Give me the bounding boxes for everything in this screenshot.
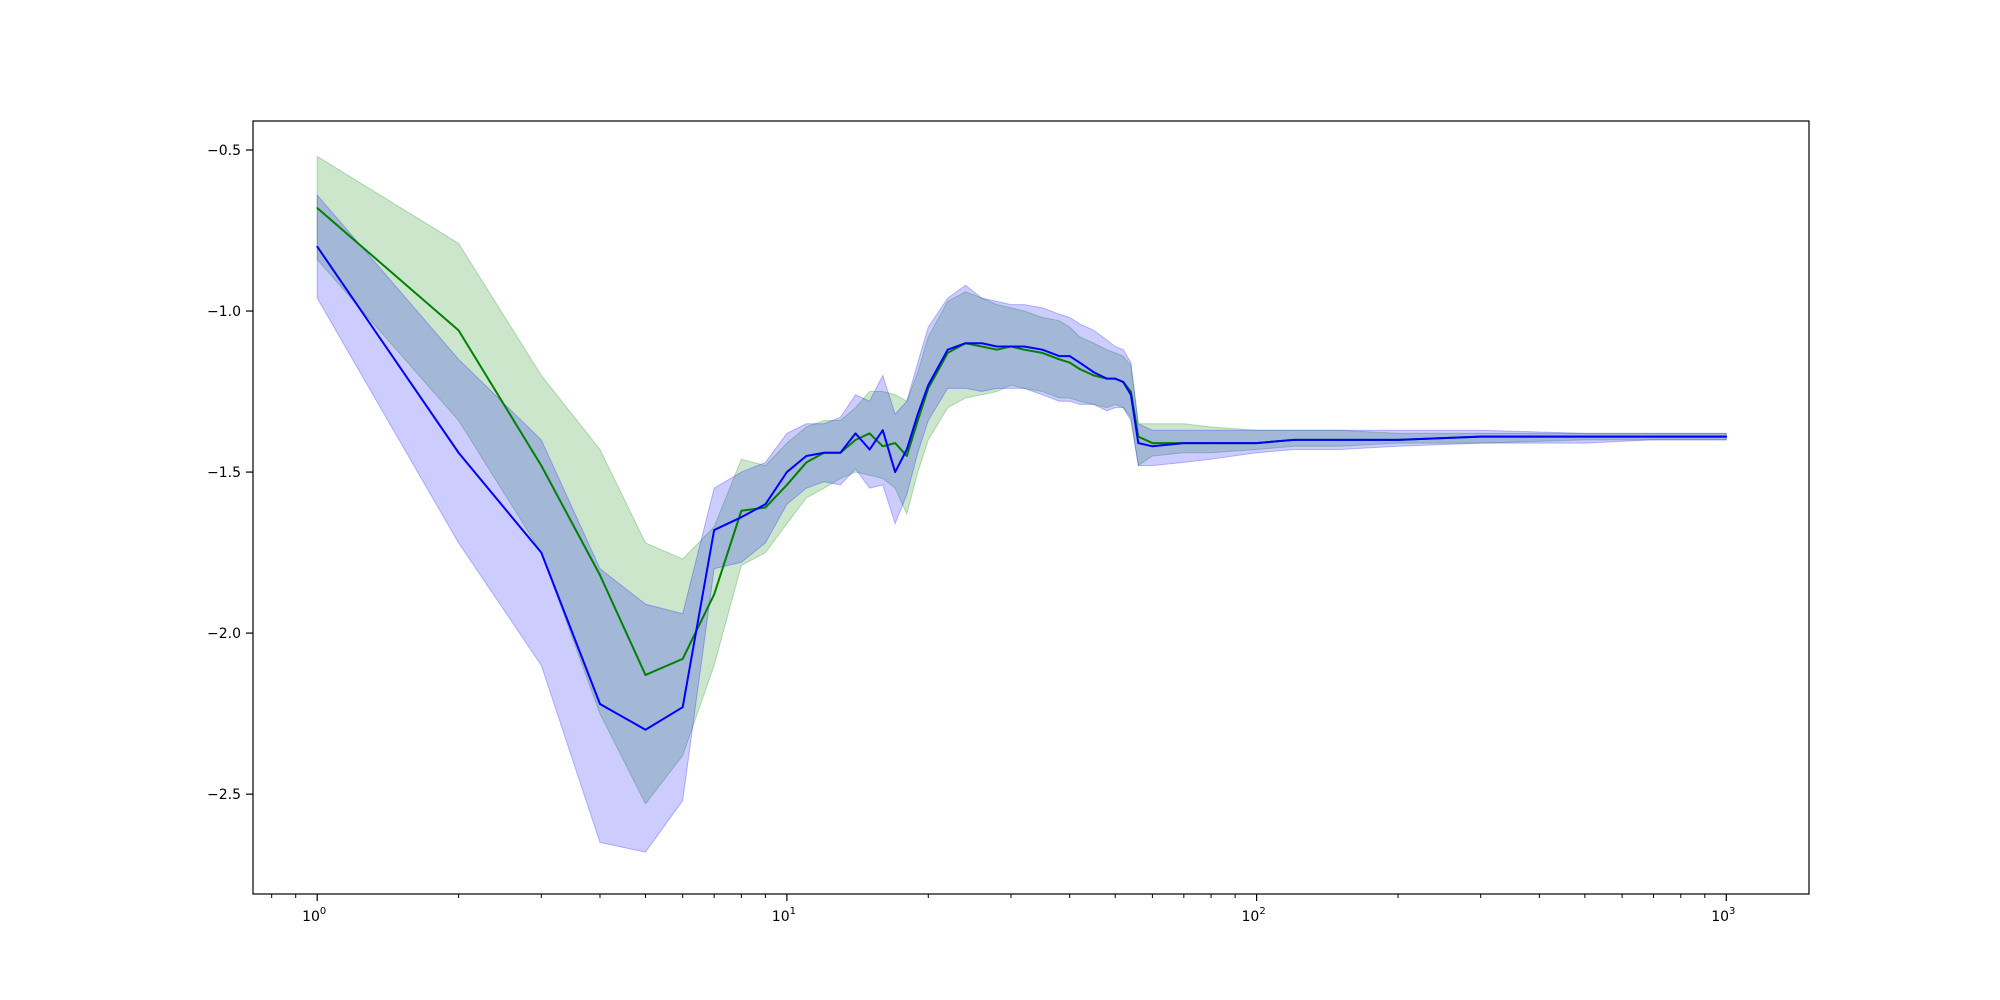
y-tick-label: −2.0 bbox=[207, 626, 241, 642]
series-1-point bbox=[854, 439, 857, 441]
series-2-point bbox=[1058, 355, 1061, 357]
series-1-point bbox=[740, 509, 743, 512]
series-2-point bbox=[964, 342, 967, 345]
series-2-point bbox=[1255, 442, 1258, 444]
series-1-point bbox=[917, 419, 919, 422]
series-1-point bbox=[1041, 352, 1044, 354]
series-2-point bbox=[644, 728, 647, 731]
series-2-point bbox=[927, 384, 930, 386]
series-2-point bbox=[316, 245, 319, 248]
series-2-point bbox=[1151, 445, 1154, 448]
series-2-point bbox=[917, 413, 919, 415]
series-2-point bbox=[1122, 381, 1124, 383]
series-2-point bbox=[823, 451, 825, 454]
x-tick-label-exponent: 0 bbox=[320, 906, 326, 917]
series-1-point bbox=[644, 674, 647, 676]
series-2-point bbox=[1023, 345, 1025, 348]
series-1-point bbox=[713, 593, 715, 596]
series-2-point bbox=[839, 451, 842, 454]
series-1-point bbox=[894, 442, 896, 444]
series-1-point bbox=[1058, 358, 1061, 361]
series-2-point bbox=[854, 432, 857, 435]
series-2-point bbox=[946, 348, 949, 351]
x-tick-label-exponent: 1 bbox=[790, 906, 796, 917]
series-1-point bbox=[681, 658, 684, 660]
series-2-point bbox=[1068, 355, 1071, 357]
series-2-point bbox=[1106, 377, 1108, 380]
series-1-point bbox=[946, 352, 949, 354]
series-1-point bbox=[599, 574, 601, 576]
series-2-point bbox=[1041, 348, 1044, 351]
series-1-point bbox=[316, 207, 319, 209]
y-tick-label: −1.5 bbox=[207, 465, 241, 481]
series-1-point bbox=[1092, 374, 1095, 377]
series-1-point bbox=[996, 348, 998, 351]
series-lines bbox=[316, 207, 1728, 731]
series-2-point bbox=[1652, 435, 1655, 438]
series-1-point bbox=[1130, 390, 1132, 393]
series-2-point bbox=[981, 342, 983, 345]
series-1-point bbox=[764, 506, 767, 509]
series-2-point bbox=[1010, 345, 1012, 348]
series-1-point bbox=[881, 445, 884, 448]
series-2-point bbox=[1479, 435, 1482, 438]
series-1-band bbox=[316, 155, 1727, 805]
series-1-point bbox=[981, 345, 983, 348]
series-2-point bbox=[786, 471, 788, 473]
y-tick-label: −2.5 bbox=[207, 787, 241, 803]
series-1-point bbox=[540, 464, 543, 467]
series-2-point bbox=[713, 529, 715, 531]
series-2-point bbox=[1078, 361, 1081, 364]
series-2-point bbox=[805, 455, 808, 457]
plot-frame bbox=[252, 120, 1810, 895]
confidence-bands bbox=[316, 155, 1727, 853]
series-2-point bbox=[996, 345, 998, 348]
series-2-point bbox=[1584, 435, 1586, 438]
series-2-point bbox=[868, 448, 871, 451]
series-2-point bbox=[764, 503, 767, 506]
series-2-point bbox=[740, 516, 743, 518]
y-tick-label: −0.5 bbox=[207, 143, 241, 159]
series-2-point bbox=[881, 429, 884, 432]
series-2-point bbox=[906, 448, 908, 451]
series-1-point bbox=[786, 484, 788, 486]
x-tick-label-exponent: 2 bbox=[1259, 906, 1265, 917]
series-1-point bbox=[1151, 442, 1154, 444]
series-2-point bbox=[599, 703, 601, 705]
series-2-point bbox=[1397, 439, 1399, 441]
series-2-point bbox=[540, 551, 543, 554]
y-axis: −0.5 −1.0 −1.5 −2.0 −2.5 bbox=[207, 143, 253, 803]
x-tick-label-exponent: 3 bbox=[1729, 906, 1735, 917]
series-2-point bbox=[681, 706, 684, 708]
series-2-point bbox=[1210, 442, 1212, 444]
series-2-point bbox=[457, 451, 460, 454]
series-2-point bbox=[1338, 439, 1341, 441]
series-1-point bbox=[457, 329, 460, 332]
series-2-band bbox=[316, 193, 1727, 853]
series-2-point bbox=[1292, 439, 1295, 441]
series-1-point bbox=[906, 455, 908, 457]
series-2-point bbox=[1114, 377, 1116, 380]
series-2-point bbox=[1137, 442, 1140, 444]
y-tick-label: −1.0 bbox=[207, 304, 241, 320]
series-2-point bbox=[894, 471, 896, 473]
series-1-point bbox=[1078, 368, 1081, 370]
series-2-point bbox=[1092, 371, 1095, 374]
series-2-point bbox=[1725, 435, 1728, 438]
series-1-point bbox=[805, 461, 808, 464]
series-2-point bbox=[1130, 393, 1132, 396]
series-2-point bbox=[1183, 442, 1185, 444]
series-1-point bbox=[1023, 348, 1025, 351]
series-1-point bbox=[868, 432, 871, 435]
series-1-point bbox=[1068, 361, 1071, 364]
